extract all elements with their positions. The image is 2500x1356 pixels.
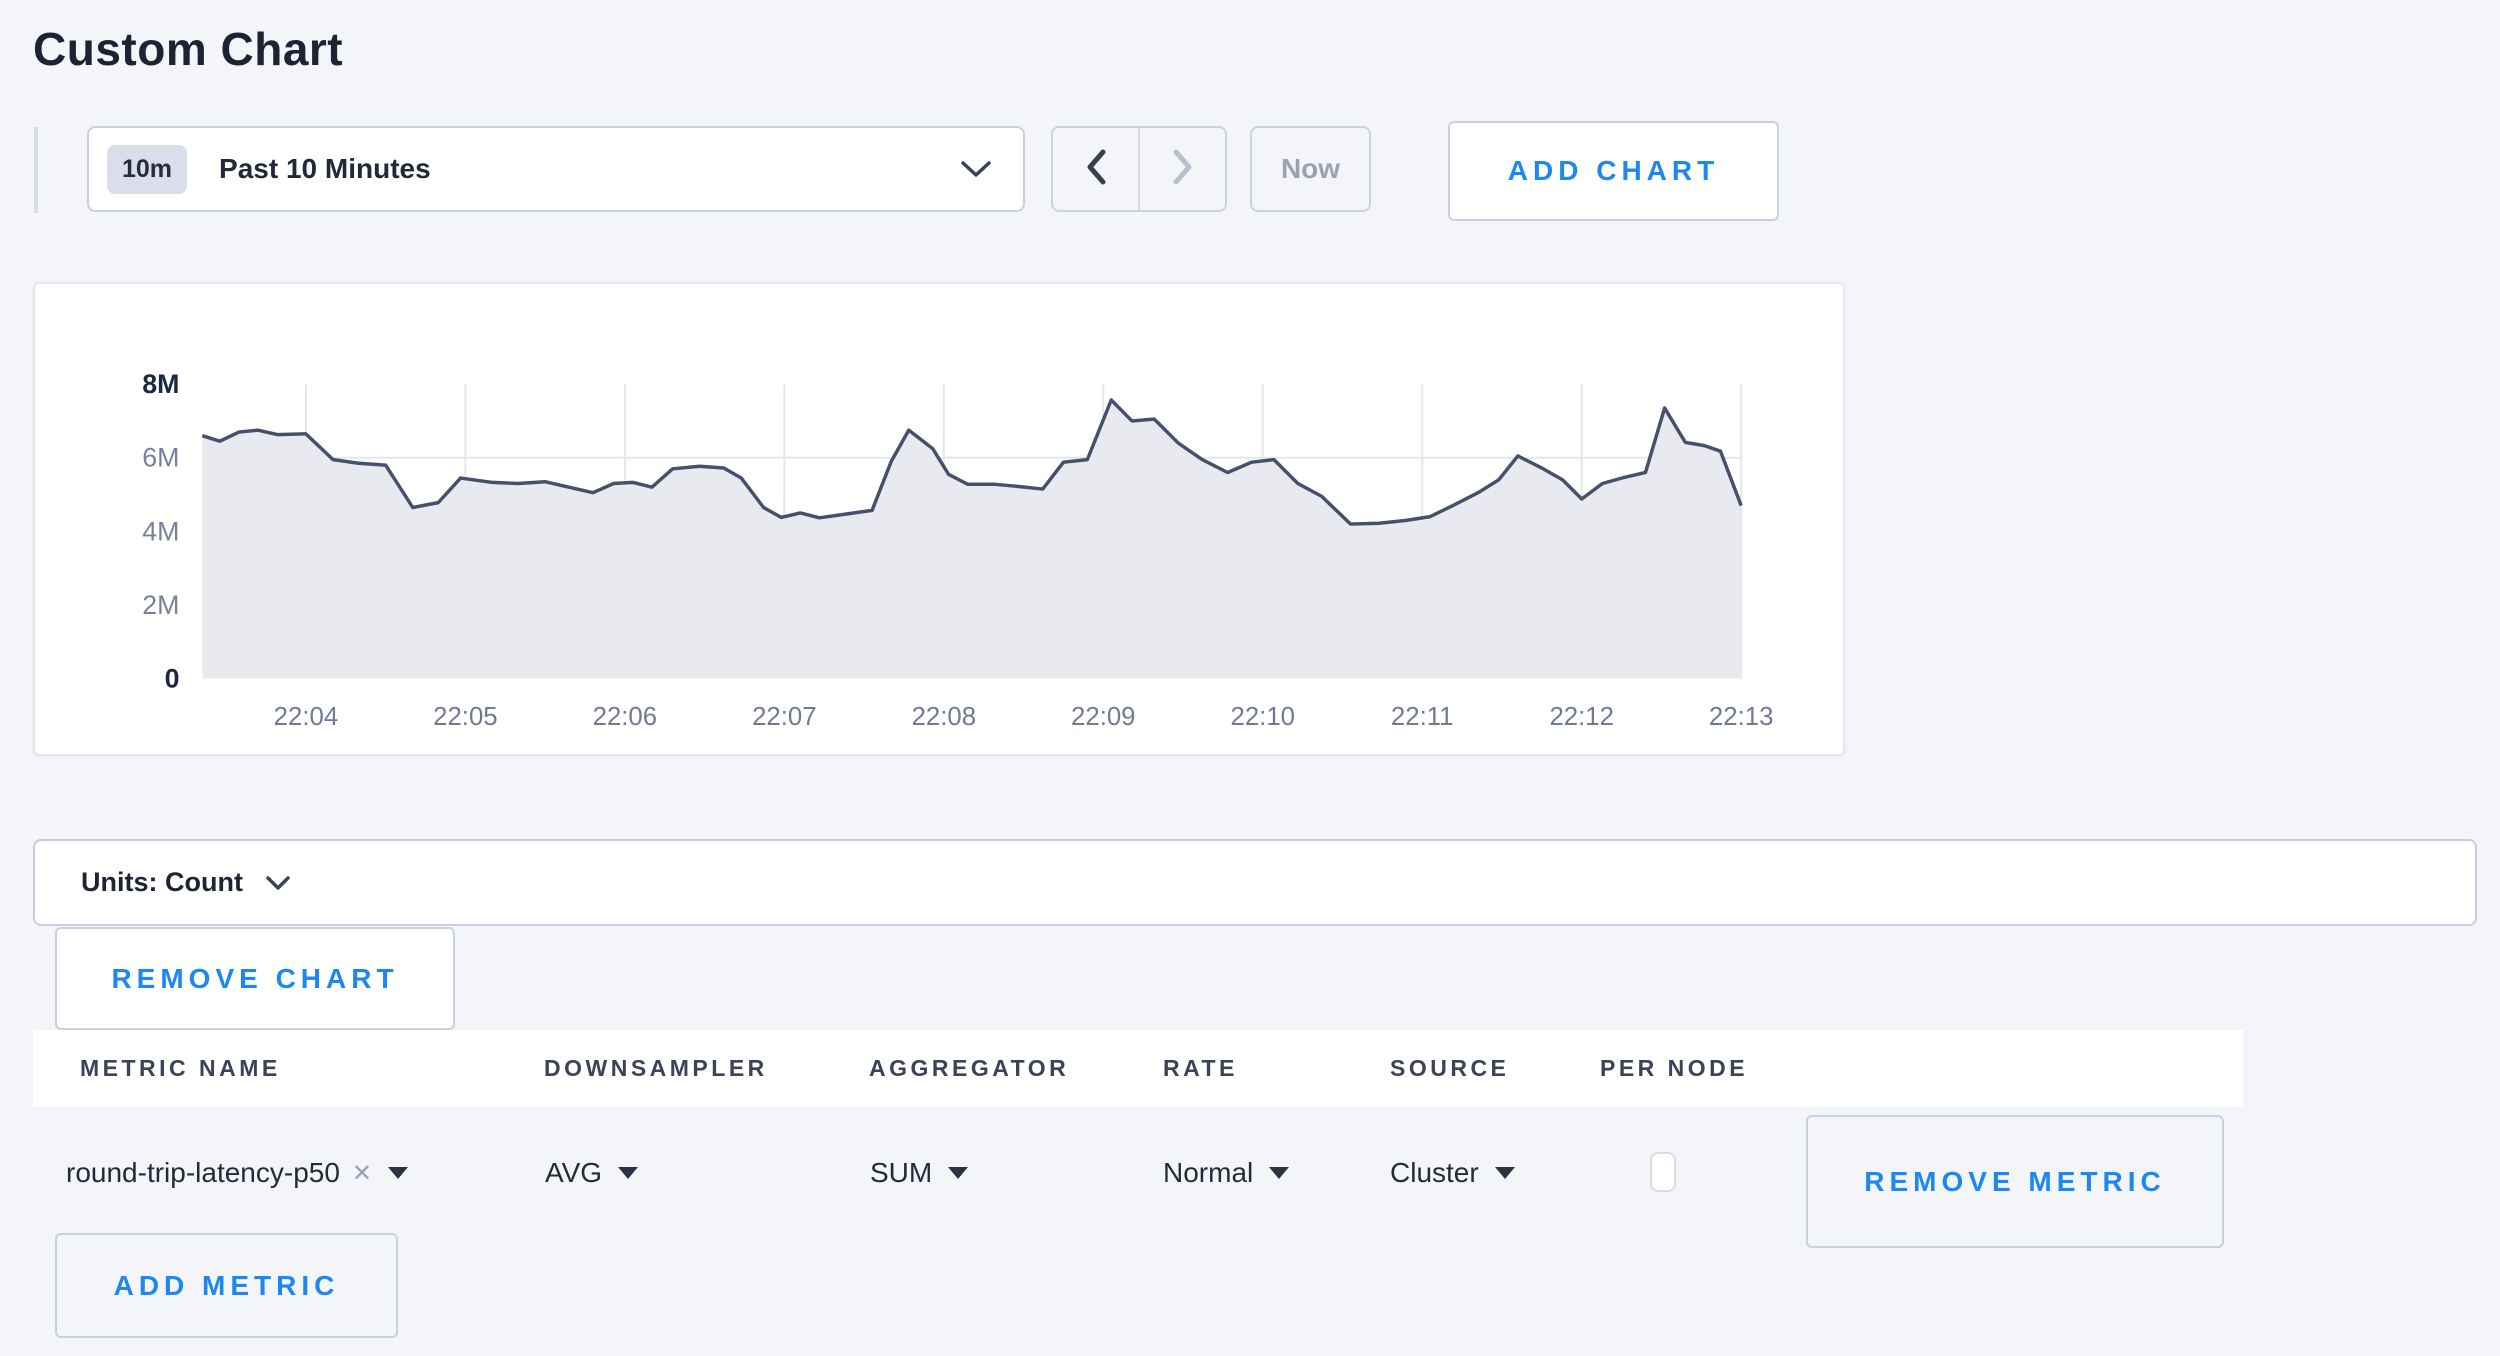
metric-name-select[interactable]: round-trip-latency-p50 ✕ xyxy=(66,1150,409,1196)
metric-chart: 22:04 22:05 22:06 22:07 22:08 22:09 22:10 22:11… xyxy=(142,369,1773,731)
add-metric-button[interactable]: ADD METRIC xyxy=(55,1233,398,1338)
svg-text:22:04: 22:04 xyxy=(274,703,338,731)
chevron-right-icon xyxy=(1170,147,1196,192)
remove-chart-button[interactable]: REMOVE CHART xyxy=(55,927,455,1030)
svg-text:6M: 6M xyxy=(142,443,179,473)
page-title: Custom Chart xyxy=(33,23,344,75)
downsampler-select[interactable]: AVG xyxy=(545,1150,639,1196)
column-header-rate: RATE xyxy=(1163,1055,1238,1081)
time-range-label: Past 10 Minutes xyxy=(219,153,431,184)
column-header-downsampler: DOWNSAMPLER xyxy=(544,1055,768,1081)
svg-text:22:12: 22:12 xyxy=(1549,703,1613,731)
time-range-badge: 10m xyxy=(107,144,188,194)
svg-text:22:06: 22:06 xyxy=(593,703,657,731)
source-select[interactable]: Cluster xyxy=(1390,1150,1515,1196)
time-step-buttons xyxy=(1051,126,1227,212)
remove-metric-button[interactable]: REMOVE METRIC xyxy=(1806,1115,2224,1248)
column-header-metric-name: METRIC NAME xyxy=(80,1055,281,1081)
svg-text:8M: 8M xyxy=(142,369,179,399)
svg-text:22:10: 22:10 xyxy=(1231,703,1295,731)
svg-text:2M: 2M xyxy=(142,590,179,620)
svg-text:0: 0 xyxy=(165,664,180,694)
prev-time-button[interactable] xyxy=(1053,128,1140,210)
svg-text:22:09: 22:09 xyxy=(1071,703,1135,731)
aggregator-select[interactable]: SUM xyxy=(870,1150,969,1196)
svg-text:22:08: 22:08 xyxy=(912,703,976,731)
next-time-button[interactable] xyxy=(1140,128,1225,210)
time-range-dropdown[interactable]: 10m Past 10 Minutes xyxy=(87,126,1025,212)
units-dropdown[interactable]: Units: Count xyxy=(33,839,2477,926)
time-selector-divider xyxy=(34,127,38,213)
clear-metric-icon[interactable]: ✕ xyxy=(351,1159,373,1187)
column-header-per-node: PER NODE xyxy=(1600,1055,1749,1081)
svg-text:22:07: 22:07 xyxy=(752,703,816,731)
column-header-aggregator: AGGREGATOR xyxy=(869,1055,1070,1081)
metric-name-value: round-trip-latency-p50 xyxy=(66,1157,340,1188)
rate-value: Normal xyxy=(1163,1157,1254,1188)
svg-text:22:05: 22:05 xyxy=(433,703,497,731)
metrics-table-header: METRIC NAME DOWNSAMPLER AGGREGATOR RATE … xyxy=(33,1030,2243,1107)
rate-select[interactable]: Normal xyxy=(1163,1150,1290,1196)
source-value: Cluster xyxy=(1390,1157,1479,1188)
svg-text:22:11: 22:11 xyxy=(1391,703,1454,731)
downsampler-value: AVG xyxy=(545,1157,603,1188)
chevron-down-icon xyxy=(265,875,291,891)
aggregator-value: SUM xyxy=(870,1157,933,1188)
per-node-checkbox[interactable] xyxy=(1650,1152,1676,1192)
caret-down-icon xyxy=(388,1167,409,1179)
chevron-down-icon xyxy=(959,159,993,179)
caret-down-icon xyxy=(618,1167,639,1179)
now-button[interactable]: Now xyxy=(1250,126,1371,212)
svg-text:22:13: 22:13 xyxy=(1709,703,1773,731)
caret-down-icon xyxy=(948,1167,969,1179)
chart-card: 22:04 22:05 22:06 22:07 22:08 22:09 22:10 22:11… xyxy=(33,282,1845,756)
units-label: Units: Count xyxy=(81,867,243,897)
add-chart-button[interactable]: ADD CHART xyxy=(1448,121,1779,221)
column-header-source: SOURCE xyxy=(1390,1055,1510,1081)
svg-text:4M: 4M xyxy=(142,516,179,546)
caret-down-icon xyxy=(1494,1167,1515,1179)
chevron-left-icon xyxy=(1083,147,1109,192)
caret-down-icon xyxy=(1269,1167,1290,1179)
